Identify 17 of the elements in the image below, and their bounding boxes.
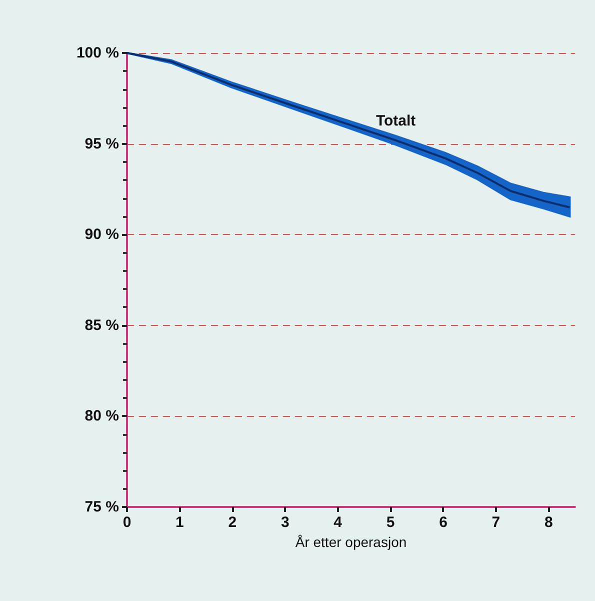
x-tick-label: 7: [492, 514, 500, 531]
x-tick-label: 3: [280, 514, 290, 531]
series-label: Totalt: [376, 112, 416, 130]
x-tick-label: 8: [544, 514, 553, 531]
x-tick-label: 6: [439, 514, 448, 531]
y-tick-label: 100 %: [76, 44, 119, 62]
x-tick-label: 5: [386, 514, 395, 531]
x-tick-label: 2: [228, 514, 237, 531]
x-tick-label: 0: [122, 514, 132, 531]
x-tick-label: 1: [176, 514, 184, 531]
x-axis-title: År etter operasjon: [295, 534, 407, 550]
y-tick-label: 95 %: [84, 135, 119, 152]
y-tick-label: 90 %: [84, 226, 119, 244]
y-tick-label: 80 %: [84, 408, 119, 425]
x-tick-label: 4: [334, 514, 343, 531]
y-tick-label: 85 %: [84, 316, 119, 334]
y-tick-label: 75 %: [84, 498, 119, 516]
